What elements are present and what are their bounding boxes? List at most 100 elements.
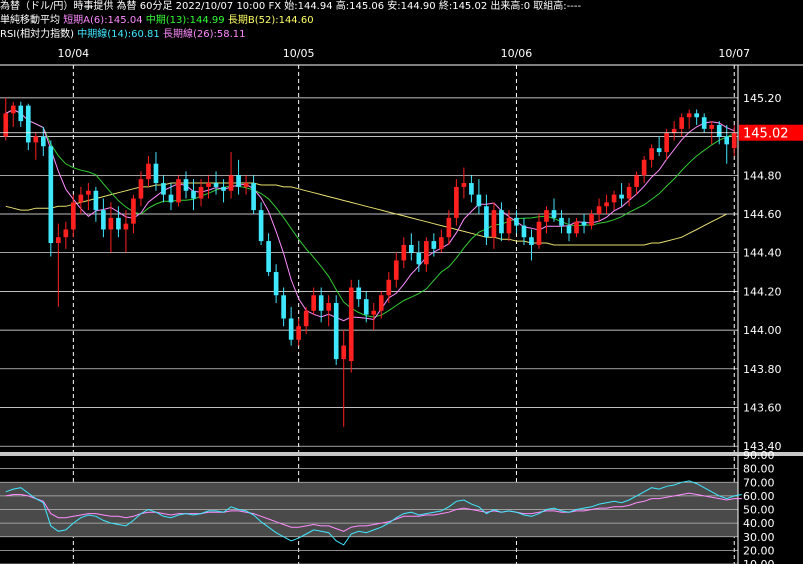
candle <box>288 306 294 346</box>
candle <box>626 183 632 207</box>
candle-body <box>469 183 474 195</box>
candle-body <box>333 303 339 360</box>
rsi-tick-label: 20.00 <box>743 544 775 557</box>
candle <box>78 186 84 214</box>
candle <box>123 210 129 253</box>
chart-title: 為替（ドル/円）時事提供 為替 60分足 2022/10/07 10:00 FX… <box>0 0 581 13</box>
candle <box>408 233 414 261</box>
candle <box>641 155 647 184</box>
price-tick-label: 144.00 <box>743 324 782 337</box>
rsi-tick-label: 80.00 <box>743 463 775 476</box>
candle <box>3 97 9 141</box>
candle-body <box>266 241 271 273</box>
candle-body <box>686 113 692 118</box>
rsi-legend-label: RSI(相対力指数) <box>0 29 75 40</box>
candle <box>356 279 362 307</box>
candle-body <box>506 217 512 234</box>
candle <box>574 217 579 238</box>
candle <box>393 252 399 288</box>
price-tick-label: 143.60 <box>743 401 782 414</box>
candle-body <box>131 198 136 224</box>
candle <box>484 194 489 245</box>
candle <box>251 175 256 214</box>
candle-body <box>529 237 534 245</box>
candle-body <box>574 221 579 234</box>
candle <box>514 210 519 234</box>
ma-legend: 単純移動平均 短期A(6):145.04 中期(13):144.99 長期B(5… <box>0 14 314 27</box>
candle-body <box>611 194 617 203</box>
price-tick-label: 144.40 <box>743 247 782 260</box>
candle-body <box>641 159 647 176</box>
candle <box>101 198 106 238</box>
candle-body <box>566 225 572 234</box>
date-label: 10/07 <box>718 47 750 60</box>
candle-body <box>33 136 39 143</box>
candle-body <box>101 210 106 230</box>
candle-body <box>303 310 309 327</box>
rsi-legend: RSI(相対力指数) 中期線(14):60.81 長期線(26):58.11 <box>0 28 246 41</box>
rsi-tick-label: 60.00 <box>743 490 775 503</box>
candle <box>243 175 249 195</box>
candle-body <box>679 117 685 129</box>
candle-body <box>446 217 452 238</box>
candle <box>191 179 196 211</box>
candle <box>348 279 354 373</box>
candle-body <box>206 183 211 187</box>
candle-body <box>10 105 16 114</box>
candle <box>55 223 61 307</box>
candle <box>221 179 226 203</box>
candle-body <box>461 183 467 187</box>
candle <box>48 140 54 257</box>
candle <box>138 171 144 207</box>
rsi-tick-label: 30.00 <box>743 531 775 544</box>
candle-body <box>168 194 174 203</box>
candle-body <box>25 105 31 143</box>
candle <box>10 101 16 127</box>
candle <box>228 152 234 199</box>
candle-body <box>559 217 564 226</box>
candle <box>318 287 324 323</box>
candle-body <box>401 244 407 261</box>
current-price-label: 145.02 <box>743 127 789 142</box>
candle <box>476 179 482 214</box>
candle <box>634 171 639 195</box>
candle <box>499 202 504 242</box>
candle <box>431 233 437 257</box>
candle-body <box>213 183 219 187</box>
rsi-tick-label: 90.00 <box>743 449 775 462</box>
candle-body <box>423 241 429 265</box>
candle-body <box>161 183 166 195</box>
rsi-tick-label: 40.00 <box>743 517 775 530</box>
candle <box>439 229 444 253</box>
candle-body <box>514 217 519 226</box>
candle-body <box>484 206 489 238</box>
candle <box>664 128 669 160</box>
candle <box>529 229 534 261</box>
candle-body <box>183 179 189 191</box>
candle-body <box>491 210 497 238</box>
candle-body <box>371 310 377 315</box>
candle-body <box>153 163 159 184</box>
candle <box>521 217 527 245</box>
rsi-tick-label: 70.00 <box>743 476 775 489</box>
candle <box>266 233 271 276</box>
title-line: 為替（ドル/円）時事提供 為替 60分足 2022/10/07 10:00 FX… <box>0 1 582 12</box>
price-tick-label: 144.60 <box>743 208 782 221</box>
candle <box>183 171 189 199</box>
candle <box>258 202 264 245</box>
current-price-box <box>739 124 803 141</box>
candle-body <box>311 295 317 311</box>
candle-body <box>93 190 99 211</box>
candle-body <box>724 136 730 145</box>
candle-body <box>544 210 549 222</box>
candle <box>326 295 332 327</box>
rsi-tick-label: 10.00 <box>743 558 775 564</box>
candle <box>694 109 700 125</box>
candle-body <box>476 194 482 207</box>
candle-body <box>198 186 204 199</box>
candle-body <box>393 260 399 280</box>
rsi-mid-legend: 中期線(14):60.81 <box>77 29 160 40</box>
ma-legend-label: 単純移動平均 <box>0 15 60 26</box>
candle <box>423 237 429 273</box>
candle-body <box>348 287 354 362</box>
